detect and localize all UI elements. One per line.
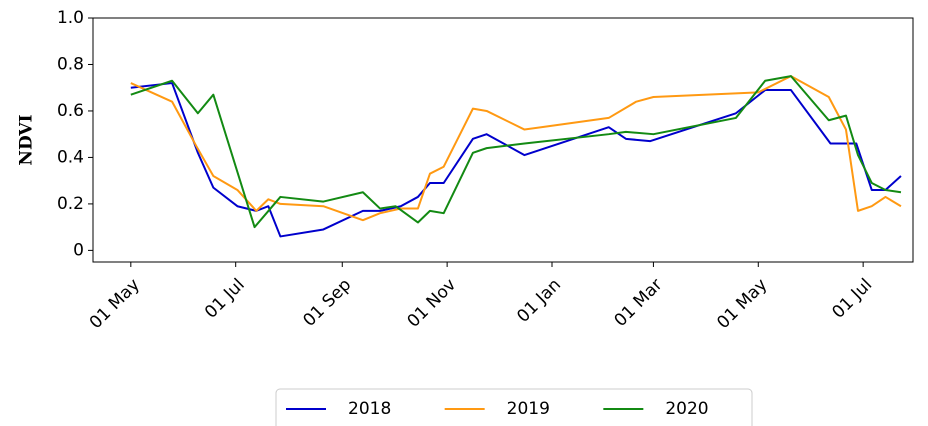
x-tick-label: 01 Sep xyxy=(299,275,355,331)
legend-label: 2018 xyxy=(348,399,391,419)
legend-box xyxy=(275,388,753,426)
y-tick-label: 0 xyxy=(73,240,84,260)
y-tick-label: 0.2 xyxy=(57,194,84,214)
y-tick-label: 0.8 xyxy=(57,54,84,74)
x-tick-label: 01 May xyxy=(86,275,144,333)
x-tick-label: 01 Nov xyxy=(403,275,460,332)
x-tick-label: 01 Mar xyxy=(611,275,667,331)
plot-frame xyxy=(92,17,914,263)
series-line xyxy=(130,75,902,222)
legend-label: 2020 xyxy=(665,399,708,419)
x-tick-label: 01 Jan xyxy=(513,275,565,327)
y-axis-label: NDVI xyxy=(17,114,37,165)
legend-label: 2019 xyxy=(507,399,550,419)
x-tick-label: 01 Jul xyxy=(828,275,876,323)
y-tick-label: 0.4 xyxy=(57,147,84,167)
series-line xyxy=(130,75,902,229)
x-tick-label: 01 May xyxy=(713,275,771,333)
y-tick-label: 1.0 xyxy=(57,8,84,28)
y-tick-label: 0.6 xyxy=(57,101,84,121)
x-tick-label: 01 Jul xyxy=(201,275,249,323)
series-line xyxy=(130,82,902,238)
